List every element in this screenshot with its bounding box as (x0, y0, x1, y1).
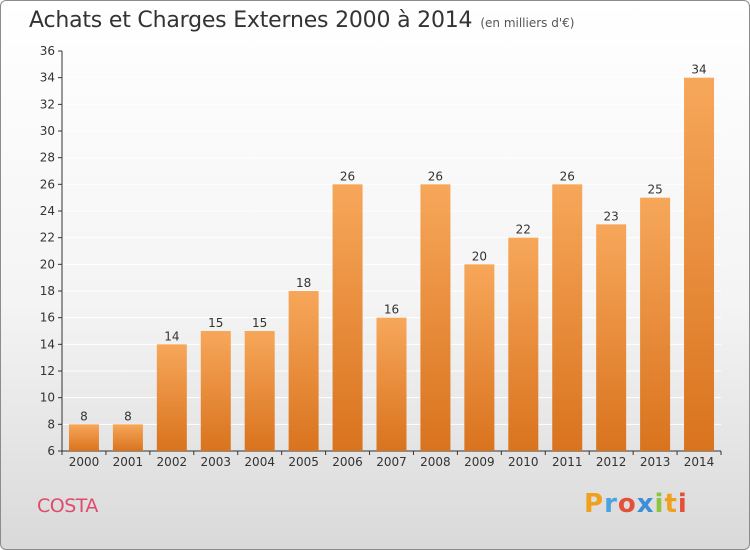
bar-value-label: 15 (252, 316, 267, 330)
x-tick-labels: 2000 2001 2002 2003 2004 2005 2006 2007 2008 2009… (69, 455, 715, 469)
bar-value-label: 34 (691, 63, 706, 77)
y-tick-label: 22 (40, 231, 55, 245)
logo-letter: x (636, 489, 655, 519)
logo-letter: P (584, 489, 605, 519)
bar-2010[interactable] (508, 237, 539, 451)
bar-value-label: 22 (516, 223, 531, 237)
bar-value-label: 26 (560, 169, 575, 183)
x-tick-label: 2000 (69, 455, 100, 469)
bar-2007[interactable] (376, 317, 407, 451)
bar-2014[interactable] (684, 77, 715, 452)
bar-value-label: 23 (604, 209, 619, 223)
bar-2013[interactable] (640, 197, 671, 451)
logo-letter: o (617, 489, 637, 519)
x-tick-label: 2004 (244, 455, 275, 469)
x-tick-label: 2007 (376, 455, 407, 469)
bar-value-label: 18 (296, 276, 311, 290)
y-tick-label: 34 (40, 71, 55, 85)
bar-value-label: 8 (80, 409, 88, 423)
y-tick-label: 18 (40, 284, 55, 298)
y-tick-label: 6 (47, 444, 55, 458)
bar-2001[interactable] (112, 424, 143, 451)
commune-name: COSTA (37, 495, 98, 517)
bar-2009[interactable] (464, 264, 495, 451)
y-tick-label: 36 (40, 44, 55, 58)
x-tick-label: 2013 (640, 455, 671, 469)
y-tick-label: 8 (47, 417, 55, 431)
bar-2011[interactable] (552, 184, 583, 452)
y-tick-label: 10 (40, 391, 55, 405)
bar-value-label: 15 (208, 316, 223, 330)
chart-title-text: Achats et Charges Externes 2000 à 2014 (29, 8, 473, 33)
x-tick-label: 2009 (464, 455, 495, 469)
y-tick-label: 26 (40, 177, 55, 191)
y-tick-labels: 6 8 10 12 14 16 18 20 22 24 26 28 30 32 34 36 (40, 44, 55, 458)
x-tick-label: 2002 (157, 455, 188, 469)
x-tick-label: 2008 (420, 455, 451, 469)
x-tick-label: 2010 (508, 455, 539, 469)
bar-2004[interactable] (244, 331, 275, 451)
bar-value-label: 26 (428, 169, 443, 183)
bar-value-label: 14 (164, 329, 179, 343)
x-tick-label: 2012 (596, 455, 627, 469)
bar-2000[interactable] (68, 424, 99, 451)
bar-value-label: 25 (647, 183, 662, 197)
x-tick-label: 2005 (288, 455, 319, 469)
logo-letter: r (604, 489, 618, 519)
y-tick-label: 20 (40, 257, 55, 271)
y-tick-label: 16 (40, 311, 55, 325)
bar-value-label: 20 (472, 249, 487, 263)
logo-letter: i (677, 489, 688, 519)
proxiti-logo[interactable]: Proxiti (584, 489, 688, 519)
x-tick-label: 2006 (332, 455, 363, 469)
y-tick-label: 12 (40, 364, 55, 378)
y-tick-label: 28 (40, 151, 55, 165)
bar-value-label: 8 (124, 409, 132, 423)
bar-2006[interactable] (332, 184, 363, 452)
y-tick-label: 30 (40, 124, 55, 138)
bar-2002[interactable] (156, 344, 187, 451)
chart-title: Achats et Charges Externes 2000 à 2014 (e… (29, 8, 574, 33)
x-tick-label: 2003 (200, 455, 231, 469)
bar-value-labels: 8 8 14 15 15 18 26 16 26 20 22 26 23 25 34 (80, 63, 707, 424)
x-tick-label: 2014 (684, 455, 715, 469)
logo-letter: t (664, 489, 678, 519)
bar-2008[interactable] (420, 184, 451, 452)
bar-2003[interactable] (200, 331, 231, 451)
y-tick-label: 24 (40, 204, 55, 218)
bar-2012[interactable] (596, 224, 627, 451)
y-tick-label: 32 (40, 97, 55, 111)
bar-value-label: 26 (340, 169, 355, 183)
x-tick-label: 2011 (552, 455, 583, 469)
bar-value-label: 16 (384, 303, 399, 317)
bar-2005[interactable] (288, 291, 319, 451)
chart-subtitle: (en milliers d'€) (480, 16, 575, 30)
logo-letter: i (654, 489, 665, 519)
y-tick-label: 14 (40, 337, 55, 351)
bars (68, 77, 715, 452)
x-tick-label: 2001 (113, 455, 144, 469)
